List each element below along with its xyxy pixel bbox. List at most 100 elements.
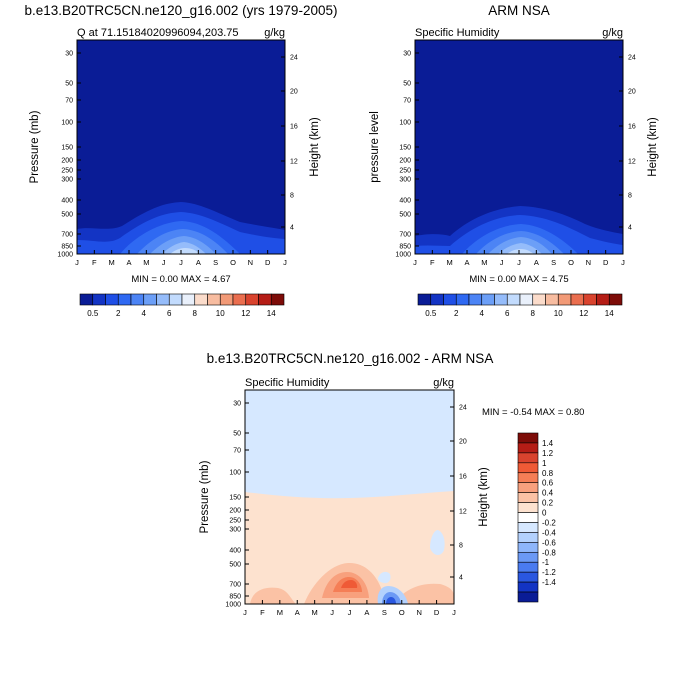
colorbar-swatch xyxy=(417,293,432,306)
panel-obs-ylabel: pressure level xyxy=(369,111,381,183)
x-tick-label: M xyxy=(277,608,283,617)
y-tick-label: 70 xyxy=(403,98,411,105)
x-tick-label: J xyxy=(330,608,334,617)
y-tick-label: 30 xyxy=(65,51,73,58)
colorbar-swatch xyxy=(608,293,623,306)
colorbar-swatch xyxy=(532,293,546,306)
colorbar-label: 0 xyxy=(542,509,547,518)
panel-diff-units: g/kg xyxy=(433,377,454,389)
x-tick-label: D xyxy=(434,608,440,617)
panel-obs-minmax: MIN = 0.00 MAX = 4.75 xyxy=(469,274,568,285)
y-tick-label: 200 xyxy=(229,508,241,515)
colorbar-swatch xyxy=(219,293,234,306)
y-right-tick-label: 24 xyxy=(628,55,636,62)
y-tick-label: 300 xyxy=(229,527,241,534)
y-tick-label: 850 xyxy=(229,594,241,601)
panel-model-title: b.e13.B20TRC5CN.ne120_g16.002 (yrs 1979-… xyxy=(25,3,338,18)
y-tick-label: 700 xyxy=(61,232,73,239)
x-tick-label: J xyxy=(283,258,287,267)
x-tick-label: A xyxy=(126,258,131,267)
colorbar-swatch xyxy=(168,293,183,306)
x-tick-label: O xyxy=(568,258,574,267)
colorbar-label: 0.6 xyxy=(542,479,554,488)
colorbar-label: 12 xyxy=(241,309,250,318)
x-tick-label: O xyxy=(230,258,236,267)
panel-diff-title: b.e13.B20TRC5CN.ne120_g16.002 - ARM NSA xyxy=(207,351,494,366)
panel-obs-ylabel-right: Height (km) xyxy=(647,117,659,177)
y-tick-label: 250 xyxy=(61,168,73,175)
x-tick-label: A xyxy=(464,258,469,267)
y-tick-label: 50 xyxy=(403,81,411,88)
colorbar-label: 14 xyxy=(605,309,614,318)
panel-model-field xyxy=(77,40,285,254)
colorbar-label: -0.8 xyxy=(542,548,556,557)
y-right-tick-label: 16 xyxy=(628,124,636,131)
x-tick-label: D xyxy=(603,258,609,267)
y-tick-label: 30 xyxy=(403,51,411,58)
colorbar-swatch xyxy=(181,293,196,306)
x-tick-label: M xyxy=(143,258,149,267)
y-right-tick-label: 8 xyxy=(290,193,294,200)
colorbar-swatch xyxy=(494,293,508,306)
colorbar-swatch xyxy=(517,571,539,583)
y-tick-label: 250 xyxy=(229,518,241,525)
colorbar-label: 2 xyxy=(454,309,459,318)
colorbar-swatch xyxy=(79,293,94,306)
x-tick-label: S xyxy=(213,258,218,267)
y-right-tick-label: 4 xyxy=(459,575,463,582)
x-tick-label: M xyxy=(109,258,115,267)
y-right-tick-label: 4 xyxy=(628,225,632,232)
colorbar-swatch xyxy=(596,293,610,306)
x-tick-label: A xyxy=(364,608,369,617)
y-tick-label: 500 xyxy=(61,212,73,219)
colorbar-swatch xyxy=(117,293,132,306)
y-right-tick-label: 8 xyxy=(459,543,463,550)
colorbar-label: -1.4 xyxy=(542,578,556,587)
x-tick-label: M xyxy=(447,258,453,267)
x-tick-label: A xyxy=(534,258,539,267)
colorbar-swatch xyxy=(517,452,539,464)
y-right-tick-label: 20 xyxy=(628,89,636,96)
y-right-tick-label: 12 xyxy=(459,509,467,516)
colorbar-swatch xyxy=(517,591,539,603)
colorbar-swatch xyxy=(517,462,539,474)
colorbar-swatch xyxy=(105,293,119,306)
x-tick-label: F xyxy=(430,258,435,267)
y-right-tick-label: 12 xyxy=(628,159,636,166)
colorbar-swatch xyxy=(232,293,247,306)
colorbar-label: 0.4 xyxy=(542,489,554,498)
contour-band xyxy=(430,530,445,555)
panel-obs-units: g/kg xyxy=(602,27,623,39)
colorbar-swatch xyxy=(517,532,539,543)
colorbar-swatch xyxy=(455,293,470,306)
y-tick-label: 500 xyxy=(229,562,241,569)
colorbar-swatch xyxy=(92,293,106,306)
contour-band xyxy=(386,597,396,604)
y-right-tick-label: 8 xyxy=(628,193,632,200)
panel-obs: ARM NSA Specific Humidity g/kg 305070100… xyxy=(369,3,659,318)
colorbar-swatch xyxy=(517,581,539,593)
colorbar-swatch xyxy=(506,293,521,306)
panel-model-y-right-axis: 24 20 16 12 8 4 xyxy=(281,55,298,232)
x-tick-label: O xyxy=(399,608,405,617)
panel-diff: b.e13.B20TRC5CN.ne120_g16.002 - ARM NSA … xyxy=(199,351,584,617)
colorbar-swatch xyxy=(517,542,539,553)
y-tick-label: 200 xyxy=(61,158,73,165)
y-tick-label: 400 xyxy=(61,198,73,205)
panel-model-colorbar: 0.5 2 4 6 8 10 12 14 xyxy=(79,293,285,318)
colorbar-label: -0.6 xyxy=(542,538,556,547)
panel-model-units: g/kg xyxy=(264,27,285,39)
colorbar-swatch xyxy=(443,293,457,306)
x-tick-label: F xyxy=(92,258,97,267)
x-tick-label: A xyxy=(295,608,300,617)
x-tick-label: N xyxy=(248,258,253,267)
y-tick-label: 400 xyxy=(229,548,241,555)
y-tick-label: 1000 xyxy=(225,602,241,609)
colorbar-swatch xyxy=(517,492,539,503)
panel-diff-colorbar: 1.41.210.80.60.40.20-0.2-0.4-0.6-0.8-1-1… xyxy=(517,432,556,603)
x-tick-label: J xyxy=(75,258,79,267)
colorbar-swatch xyxy=(583,293,597,306)
y-tick-label: 50 xyxy=(233,431,241,438)
x-tick-label: J xyxy=(179,258,183,267)
